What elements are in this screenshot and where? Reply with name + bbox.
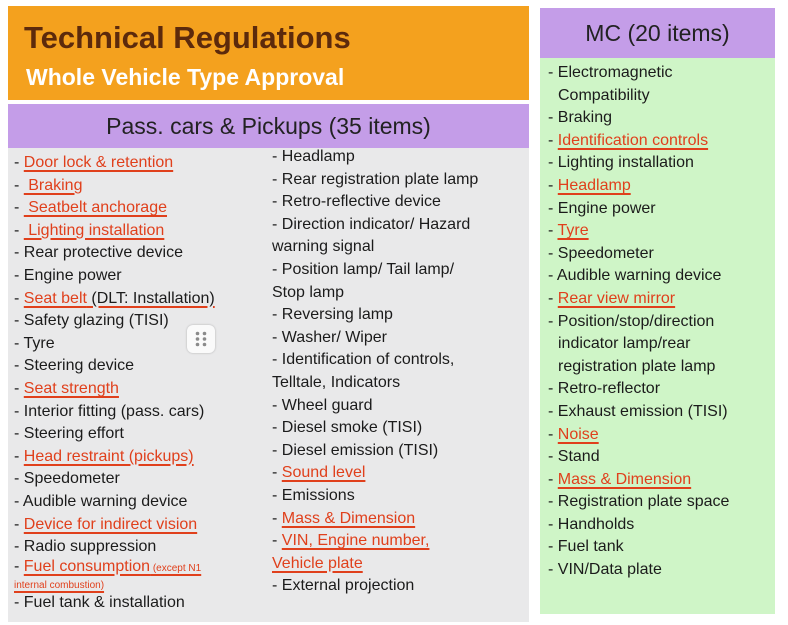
list-item: - Engine power	[548, 199, 656, 217]
list-item: - Fuel tank	[548, 538, 624, 556]
list-item: - Stand	[548, 448, 600, 466]
title-banner: Technical Regulations Whole Vehicle Type…	[8, 6, 529, 100]
list-item: - Handholds	[548, 515, 635, 533]
list-item: - Headlamp	[272, 148, 355, 165]
pass-cars-panel	[8, 148, 529, 622]
drag-dots-icon[interactable]	[187, 325, 215, 353]
list-item: - Position/stop/direction indicator lamp/…	[548, 312, 716, 375]
list-item: - Emissions	[272, 486, 355, 504]
list-item: - Rear view mirror	[548, 289, 676, 307]
list-item: - Seat belt (DLT: Installation)	[14, 289, 215, 307]
list-item: - Reversing lamp	[272, 306, 393, 324]
mc-panel	[540, 58, 775, 614]
list-item: - Mass & Dimension	[548, 470, 692, 488]
list-item: - Steering device	[14, 357, 135, 375]
list-item: - Lighting installation	[14, 221, 165, 239]
list-item: - Fuel tank & installation	[14, 593, 185, 611]
list-item: - Sound level	[272, 464, 366, 482]
list-item: - Wheel guard	[272, 396, 373, 414]
list-item: - Braking	[548, 109, 613, 127]
list-item: - Registration plate space	[548, 493, 730, 511]
list-item: - Identification controls	[548, 131, 709, 149]
list-item: - Seat strength	[14, 379, 119, 397]
list-item: - VIN/Data plate	[548, 561, 662, 579]
list-item: - Speedometer	[548, 244, 654, 262]
list-item: - Retro-reflective device	[272, 193, 441, 211]
list-item: - Device for indirect vision	[14, 515, 198, 533]
list-item-continuation: internal combustion)	[14, 579, 105, 591]
list-item: - Identification of controls, Telltale, I…	[272, 351, 455, 391]
list-item: - External projection	[272, 577, 415, 595]
list-item: - Seatbelt anchorage	[14, 199, 167, 217]
list-item: - Lighting installation	[548, 154, 694, 172]
list-item: - Braking	[14, 176, 83, 194]
list-item: - Tyre	[548, 222, 589, 240]
page-title: Technical Regulations	[24, 20, 351, 55]
list-item: - Electromagnetic Compatibility	[548, 64, 673, 104]
list-item: - Audible warning device	[548, 267, 722, 285]
list-item: - Head restraint (pickups)	[14, 447, 194, 465]
pass-cars-list-left: - Door lock & retention - Braking - Seat…	[14, 152, 215, 614]
list-item: - Audible warning device	[14, 492, 188, 510]
list-item: - Tyre	[14, 334, 55, 352]
list-item: - Interior fitting (pass. cars)	[14, 402, 205, 420]
list-item: - Speedometer	[14, 470, 120, 488]
list-item: - Radio suppression	[14, 538, 157, 556]
list-item: - Diesel emission (TISI)	[272, 441, 439, 459]
list-item: - Retro-reflector	[548, 380, 661, 398]
list-item: - Door lock & retention	[14, 154, 174, 171]
mc-list: - Electromagnetic Compatibility - Braking…	[548, 62, 729, 582]
list-item: - Mass & Dimension	[272, 509, 416, 527]
list-item: - Direction indicator/ Hazard warning sig…	[272, 215, 471, 256]
list-item: - Fuel consumption (except N1	[14, 557, 202, 575]
pass-cars-header: Pass. cars & Pickups (35 items)	[8, 104, 529, 148]
mc-header: MC (20 items)	[540, 8, 775, 58]
list-item: - VIN, Engine number, Vehicle plate	[272, 532, 430, 572]
list-item: - Exhaust emission (TISI)	[548, 402, 728, 420]
list-item: - Safety glazing (TISI)	[14, 312, 169, 330]
list-item: - Noise	[548, 425, 599, 443]
list-item: - Position lamp/ Tail lamp/Stop lamp	[272, 260, 455, 301]
list-item: - Diesel smoke (TISI)	[272, 419, 423, 437]
page-subtitle: Whole Vehicle Type Approval	[26, 64, 345, 90]
list-item: - Rear protective device	[14, 244, 183, 262]
pass-cars-list-right: - Headlamp - Rear registration plate lam…	[272, 146, 478, 598]
list-item: - Steering effort	[14, 425, 124, 443]
list-item: - Engine power	[14, 266, 122, 284]
list-item: - Headlamp	[548, 176, 631, 194]
list-item: - Washer/ Wiper	[272, 328, 387, 346]
list-item: - Rear registration plate lamp	[272, 170, 479, 188]
